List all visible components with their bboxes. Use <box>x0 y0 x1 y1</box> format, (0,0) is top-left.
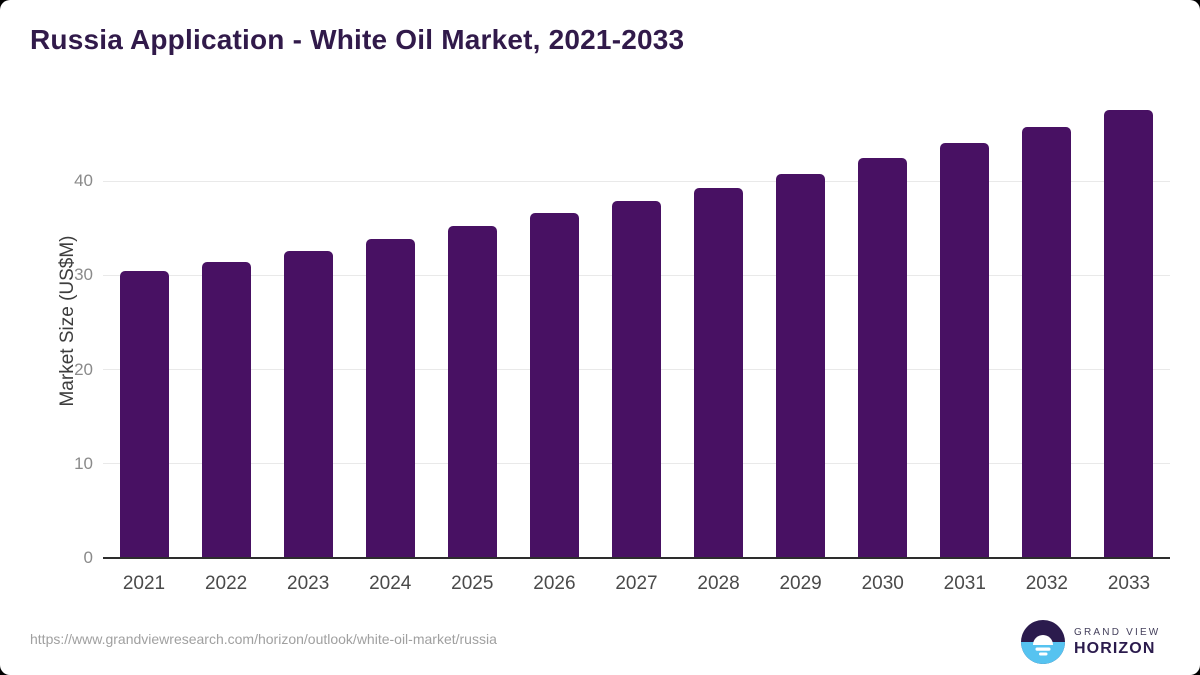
bar-2021 <box>119 271 169 558</box>
y-axis-tick-label-10: 10 <box>74 453 93 473</box>
x-axis-tick-label-2030: 2030 <box>861 573 904 594</box>
horizon-sun-icon <box>1021 620 1065 664</box>
x-axis-tick-label-2022: 2022 <box>204 573 248 594</box>
logo-wordmark: GRAND VIEW HORIZON <box>1074 627 1160 658</box>
chart-title: Russia Application - White Oil Market, 2… <box>30 24 685 55</box>
bar-2022 <box>201 262 251 558</box>
grand-view-horizon-logo: GRAND VIEW HORIZON <box>1021 620 1160 664</box>
x-axis-tick-label-2028: 2028 <box>697 573 740 594</box>
x-axis-tick-label-2024: 2024 <box>369 573 412 594</box>
y-axis-tick-label-30: 30 <box>74 265 93 285</box>
x-axis-tick-label-2026: 2026 <box>533 573 576 594</box>
x-axis-tick-label-2023: 2023 <box>287 573 330 594</box>
gridline-y40 <box>103 180 1170 182</box>
logo-name-bottom: HORIZON <box>1074 639 1156 657</box>
x-axis-tick-label-2029: 2029 <box>779 573 822 594</box>
x-axis-tick-label-2025: 2025 <box>451 573 494 594</box>
y-axis-tick-label-0: 0 <box>83 548 93 567</box>
bar-2032 <box>1022 127 1072 558</box>
bar-2023 <box>283 250 333 558</box>
bar-2027 <box>611 200 661 558</box>
x-axis-line <box>103 557 1170 559</box>
bar-2028 <box>694 187 744 558</box>
logo-name-top: GRAND VIEW <box>1074 626 1161 638</box>
bar-2030 <box>858 158 908 558</box>
bar-2026 <box>529 213 579 558</box>
bar-2025 <box>447 226 497 558</box>
x-axis-tick-label-2031: 2031 <box>943 573 986 594</box>
bar-2029 <box>776 174 826 558</box>
x-axis-tick-label-2021: 2021 <box>122 573 166 594</box>
y-axis-tick-label-40: 40 <box>74 171 93 190</box>
x-axis-tick-label-2033: 2033 <box>1107 573 1151 594</box>
bar-2031 <box>940 143 990 558</box>
x-axis-tick-label-2032: 2032 <box>1025 573 1069 594</box>
bar-2033 <box>1104 110 1154 558</box>
bar-2024 <box>365 239 415 558</box>
y-axis-tick-label-20: 20 <box>74 359 93 379</box>
source-url: https://www.grandviewresearch.com/horizo… <box>30 631 497 647</box>
x-axis-tick-label-2027: 2027 <box>615 573 658 594</box>
